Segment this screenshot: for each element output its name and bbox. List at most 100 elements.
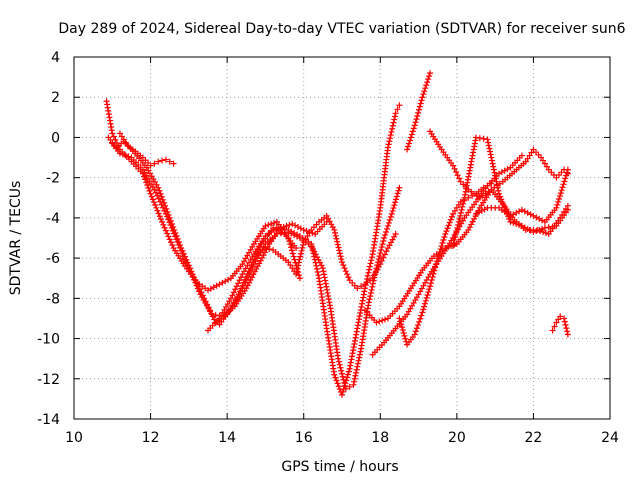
x-tick-label: 22 <box>525 430 543 446</box>
data-point <box>559 184 566 191</box>
data-point <box>288 247 295 254</box>
data-point <box>440 237 447 244</box>
data-point <box>400 329 407 336</box>
data-point <box>375 256 382 263</box>
data-point <box>331 371 338 378</box>
series-track-5 <box>205 102 403 398</box>
data-point <box>353 366 360 373</box>
data-point <box>335 355 342 362</box>
data-point <box>356 354 363 361</box>
data-point <box>404 146 411 153</box>
data-point <box>162 156 169 163</box>
data-point <box>387 132 394 139</box>
data-point <box>390 119 397 126</box>
data-point <box>168 224 175 231</box>
data-point <box>368 286 375 293</box>
data-point <box>382 231 389 238</box>
data-point <box>419 309 426 316</box>
data-point <box>145 185 152 192</box>
data-point <box>424 79 431 86</box>
data-point <box>297 250 304 257</box>
data-point <box>488 157 495 164</box>
data-point <box>427 280 434 287</box>
data-point <box>367 260 374 267</box>
data-point <box>155 195 162 202</box>
data-point <box>553 204 560 211</box>
data-point <box>300 239 307 246</box>
data-point <box>415 109 422 116</box>
data-point <box>426 286 433 293</box>
data-point <box>423 82 430 89</box>
data-point <box>367 293 374 300</box>
data-point <box>148 193 155 200</box>
data-point <box>152 202 159 209</box>
data-point <box>146 187 153 194</box>
data-point <box>162 227 169 234</box>
data-point <box>334 238 341 245</box>
y-tick-label: 0 <box>51 130 60 146</box>
data-point <box>522 158 529 165</box>
data-point <box>439 240 446 247</box>
data-point <box>273 230 280 237</box>
data-point <box>502 207 509 214</box>
data-point <box>413 325 420 332</box>
data-point <box>262 245 269 252</box>
data-point <box>142 176 149 183</box>
x-tick-label: 24 <box>601 430 619 446</box>
data-point <box>156 213 163 220</box>
data-point <box>143 179 150 186</box>
data-point <box>558 187 565 194</box>
data-point <box>293 268 300 275</box>
data-point <box>557 313 564 320</box>
data-point <box>157 198 164 205</box>
data-point <box>352 372 359 379</box>
data-point <box>116 150 123 157</box>
data-point <box>337 364 344 371</box>
data-point <box>389 207 396 214</box>
data-point <box>172 233 179 240</box>
data-point <box>242 279 249 286</box>
data-point <box>411 122 418 129</box>
data-point <box>418 97 425 104</box>
data-point <box>510 219 517 226</box>
data-point <box>487 151 494 158</box>
data-point <box>446 219 453 226</box>
data-point <box>564 328 571 335</box>
chart-title: Day 289 of 2024, Sidereal Day-to-day VTE… <box>58 21 625 37</box>
series-track-10 <box>396 180 495 348</box>
data-point <box>448 213 455 220</box>
data-point <box>557 190 564 197</box>
data-point <box>355 357 362 364</box>
data-point <box>518 152 525 159</box>
data-point <box>394 190 401 197</box>
data-point <box>147 162 154 169</box>
data-point <box>162 210 169 217</box>
data-point <box>444 225 451 232</box>
data-point <box>507 218 514 225</box>
data-point <box>160 204 167 211</box>
data-point <box>384 144 391 151</box>
data-point <box>158 201 165 208</box>
data-point <box>286 221 293 228</box>
data-point <box>498 196 505 203</box>
series-track-4 <box>116 130 177 169</box>
data-point <box>480 135 487 142</box>
data-point <box>366 296 373 303</box>
data-point <box>488 180 495 187</box>
data-point <box>443 228 450 235</box>
data-point <box>396 102 403 109</box>
data-point <box>382 316 389 323</box>
data-point <box>526 152 533 159</box>
data-point <box>125 153 132 160</box>
data-point <box>492 175 499 182</box>
data-point <box>246 270 253 277</box>
data-point <box>542 229 549 236</box>
data-point <box>335 358 342 365</box>
data-point <box>491 169 498 176</box>
x-tick-label: 12 <box>142 430 160 446</box>
data-point <box>422 297 429 304</box>
y-tick-label: -12 <box>37 372 60 388</box>
data-point <box>392 199 399 206</box>
data-point <box>290 253 297 260</box>
